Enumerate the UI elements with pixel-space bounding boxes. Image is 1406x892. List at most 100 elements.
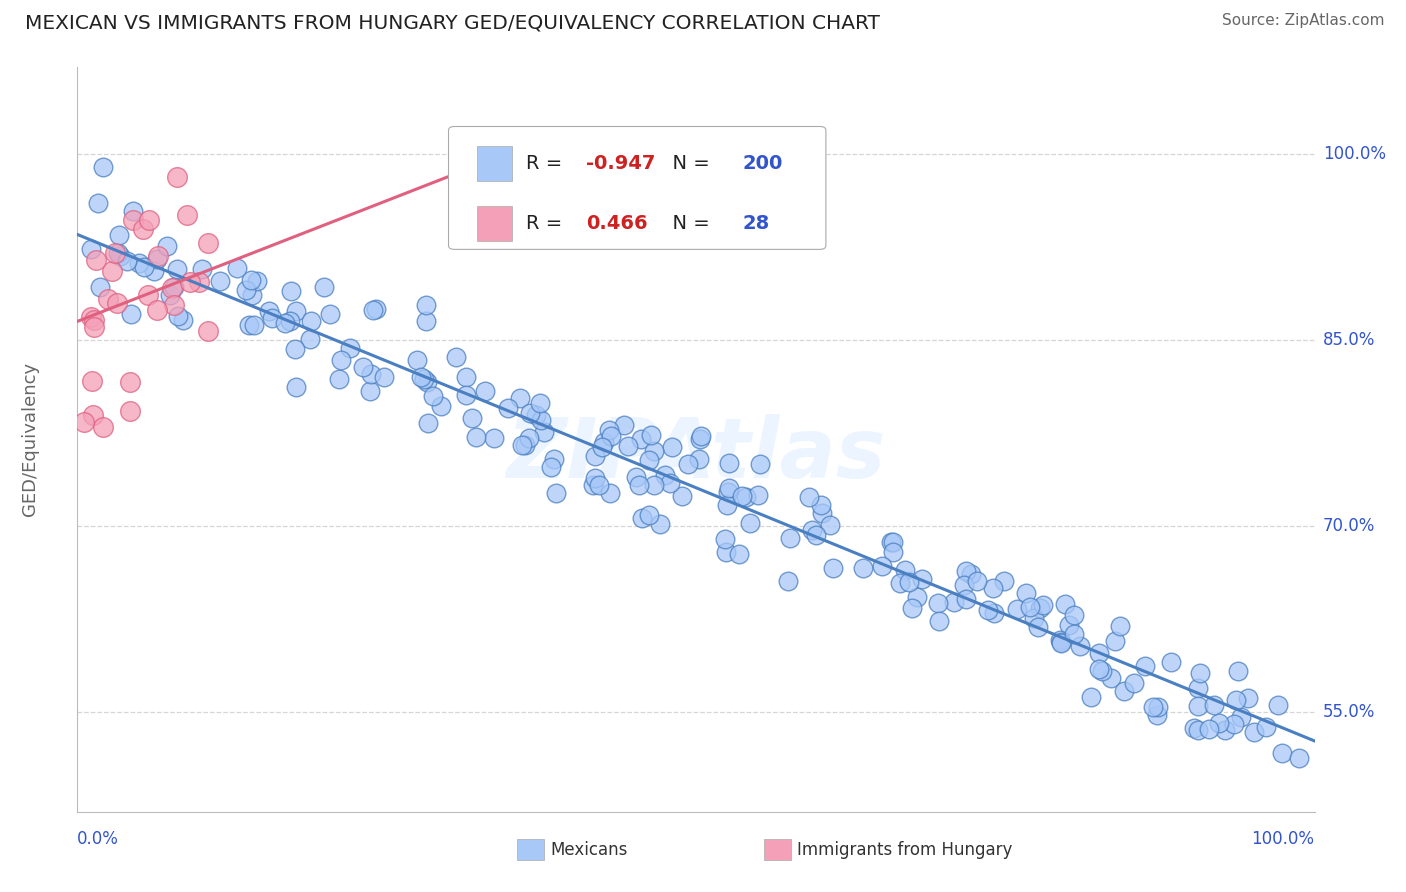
Point (166, 261, 188, 276)
Point (1230, 710, 1253, 724)
Point (416, 375, 439, 389)
Point (671, 489, 693, 503)
Point (799, 491, 821, 505)
Point (105, 296, 128, 310)
Point (107, 246, 129, 260)
Point (87, 196, 110, 211)
Point (1063, 626, 1085, 640)
Point (108, 248, 131, 262)
Point (465, 430, 488, 444)
Point (509, 391, 531, 405)
Point (870, 559, 893, 574)
Text: -0.947: -0.947 (586, 154, 655, 173)
Point (598, 423, 620, 437)
Point (172, 313, 194, 327)
Point (955, 564, 977, 578)
Point (648, 516, 671, 531)
Point (73, 416, 96, 430)
Point (1271, 746, 1294, 760)
Point (1109, 619, 1132, 633)
Point (280, 284, 302, 298)
Text: 100.0%: 100.0% (1323, 145, 1386, 163)
Point (197, 324, 219, 338)
Point (298, 333, 321, 347)
Point (1063, 607, 1085, 622)
Point (640, 427, 662, 442)
Point (713, 532, 735, 546)
Point (482, 431, 505, 445)
Point (83, 319, 105, 334)
Point (145, 303, 167, 318)
Point (188, 276, 211, 290)
Point (543, 451, 565, 466)
Point (257, 304, 280, 318)
Point (80, 374, 103, 388)
Point (513, 438, 536, 452)
Point (146, 252, 169, 266)
Point (162, 298, 184, 312)
Point (179, 275, 201, 289)
Point (1225, 693, 1247, 707)
Point (981, 581, 1004, 595)
Point (405, 353, 427, 368)
Point (690, 429, 713, 443)
Text: GED/Equivalency: GED/Equivalency (21, 362, 39, 516)
Point (1018, 599, 1040, 614)
Point (444, 351, 467, 365)
Point (519, 431, 541, 445)
Text: N =: N = (659, 154, 716, 173)
Point (1112, 684, 1135, 698)
Point (176, 209, 198, 223)
Point (1069, 639, 1091, 653)
Point (143, 264, 166, 278)
Point (166, 310, 188, 324)
Point (138, 212, 160, 227)
Point (530, 413, 553, 427)
Point (134, 260, 156, 274)
Point (630, 432, 652, 446)
Point (416, 416, 439, 430)
Point (643, 477, 665, 491)
Bar (516, 839, 544, 860)
Point (1198, 722, 1220, 736)
Point (1267, 698, 1289, 713)
Point (366, 302, 388, 317)
Point (731, 489, 754, 503)
Point (894, 563, 917, 577)
Point (240, 273, 263, 287)
Point (136, 288, 159, 302)
Point (339, 342, 361, 356)
Point (1243, 725, 1265, 739)
Point (163, 280, 186, 294)
Point (591, 441, 613, 455)
Point (1213, 723, 1236, 737)
Point (118, 403, 141, 417)
Point (118, 375, 141, 389)
Point (821, 561, 844, 575)
Point (1080, 690, 1102, 705)
Point (688, 451, 710, 466)
Point (1099, 671, 1122, 685)
Point (960, 566, 983, 581)
Point (955, 592, 977, 607)
Point (1088, 662, 1111, 676)
Point (474, 384, 496, 398)
Point (1254, 720, 1277, 734)
Point (747, 488, 769, 502)
Text: 55.0%: 55.0% (1323, 704, 1375, 722)
Point (1057, 617, 1080, 632)
Point (716, 545, 738, 559)
Point (907, 591, 929, 605)
Point (461, 411, 484, 425)
Text: R =: R = (526, 154, 569, 173)
Point (717, 481, 740, 495)
Point (716, 498, 738, 512)
Point (524, 408, 547, 422)
Point (91, 160, 114, 174)
Point (319, 307, 342, 321)
Point (89, 280, 111, 294)
Point (1147, 700, 1170, 714)
Point (519, 406, 541, 420)
Point (1049, 633, 1071, 648)
Point (529, 396, 551, 410)
